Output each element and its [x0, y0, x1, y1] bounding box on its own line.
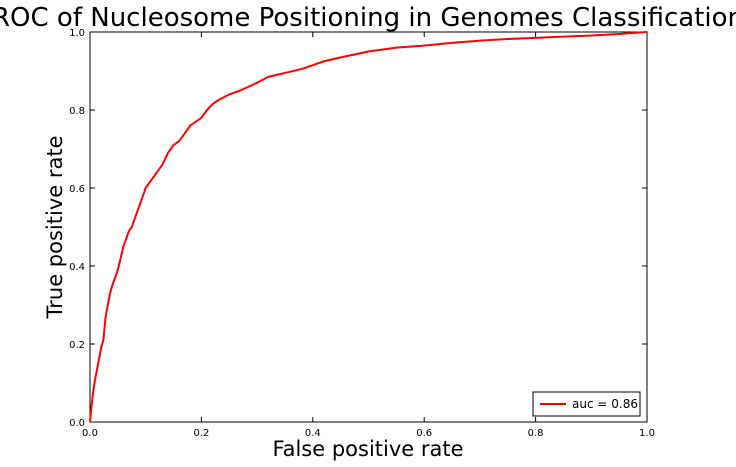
roc-curve-line	[89, 31, 648, 423]
y-tick-label: 0.8	[69, 106, 85, 117]
legend: auc = 0.86	[532, 391, 641, 417]
chart-title: ROC of Nucleosome Positioning in Genomes…	[0, 3, 736, 33]
y-axis-label: True positive rate	[43, 136, 67, 320]
y-tick-label: 0.0	[69, 418, 85, 429]
legend-label: auc = 0.86	[572, 397, 638, 411]
x-tick-label: 0.2	[193, 428, 209, 439]
x-tick-label: 0.0	[82, 428, 98, 439]
series-layer	[89, 31, 648, 423]
y-tick-label: 1.0	[69, 28, 85, 39]
y-tick-label: 0.2	[69, 340, 85, 351]
x-tick-label: 0.8	[528, 428, 544, 439]
plot-area: 0.0 0.2 0.4 0.6 0.8 1.0 0.0 0.2 0.4 0.6 0.8 1.0	[69, 28, 655, 439]
y-tick-label: 0.4	[69, 262, 85, 273]
y-tick-label: 0.6	[69, 184, 85, 195]
y-axis-ticks: 0.0 0.2 0.4 0.6 0.8 1.0	[69, 28, 647, 429]
x-tick-label: 0.6	[416, 428, 432, 439]
x-tick-label: 0.4	[305, 428, 321, 439]
x-axis-ticks: 0.0 0.2 0.4 0.6 0.8 1.0	[82, 32, 655, 439]
x-axis-label: False positive rate	[272, 437, 463, 461]
plot-frame	[89, 31, 648, 423]
x-tick-label: 1.0	[639, 428, 655, 439]
